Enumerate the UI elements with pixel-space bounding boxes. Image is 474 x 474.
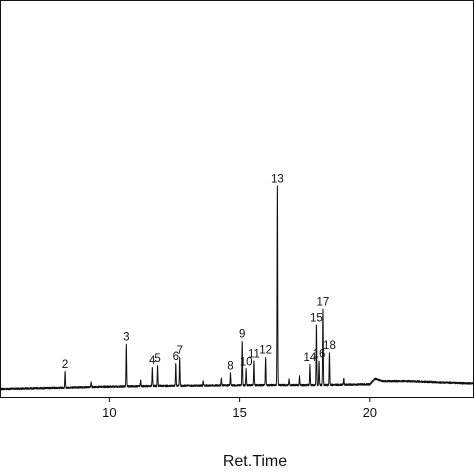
peak-label-9: 9 xyxy=(239,329,245,341)
peak-label-15: 15 xyxy=(310,313,323,325)
peak-label-13: 13 xyxy=(271,174,284,186)
peak-label-4: 4 xyxy=(149,355,156,367)
peak-label-5: 5 xyxy=(154,353,160,365)
peak-label-7: 7 xyxy=(177,345,183,357)
plot-frame xyxy=(0,0,474,398)
peak-label-11: 11 xyxy=(248,348,260,360)
peak-label-17: 17 xyxy=(317,297,330,309)
x-axis-ticks xyxy=(108,397,371,402)
peak-label-10: 10 xyxy=(240,356,253,368)
x-tick-label: 15 xyxy=(232,405,246,420)
chromatogram-trace xyxy=(0,185,474,391)
x-axis-tick-labels: 10 15 20 xyxy=(102,405,377,420)
peak-label-3: 3 xyxy=(123,332,129,344)
peak-label-12: 12 xyxy=(259,344,272,356)
peak-label-14: 14 xyxy=(304,352,317,364)
peak-label-2: 2 xyxy=(62,359,68,371)
peak-label-16: 16 xyxy=(313,348,326,360)
x-tick-label: 20 xyxy=(363,405,377,420)
x-axis-title: Ret.Time xyxy=(223,453,287,470)
peak-label-18: 18 xyxy=(323,340,336,352)
peak-label-8: 8 xyxy=(227,360,233,372)
peak-label-6: 6 xyxy=(173,351,179,363)
x-tick-label: 10 xyxy=(102,405,116,420)
